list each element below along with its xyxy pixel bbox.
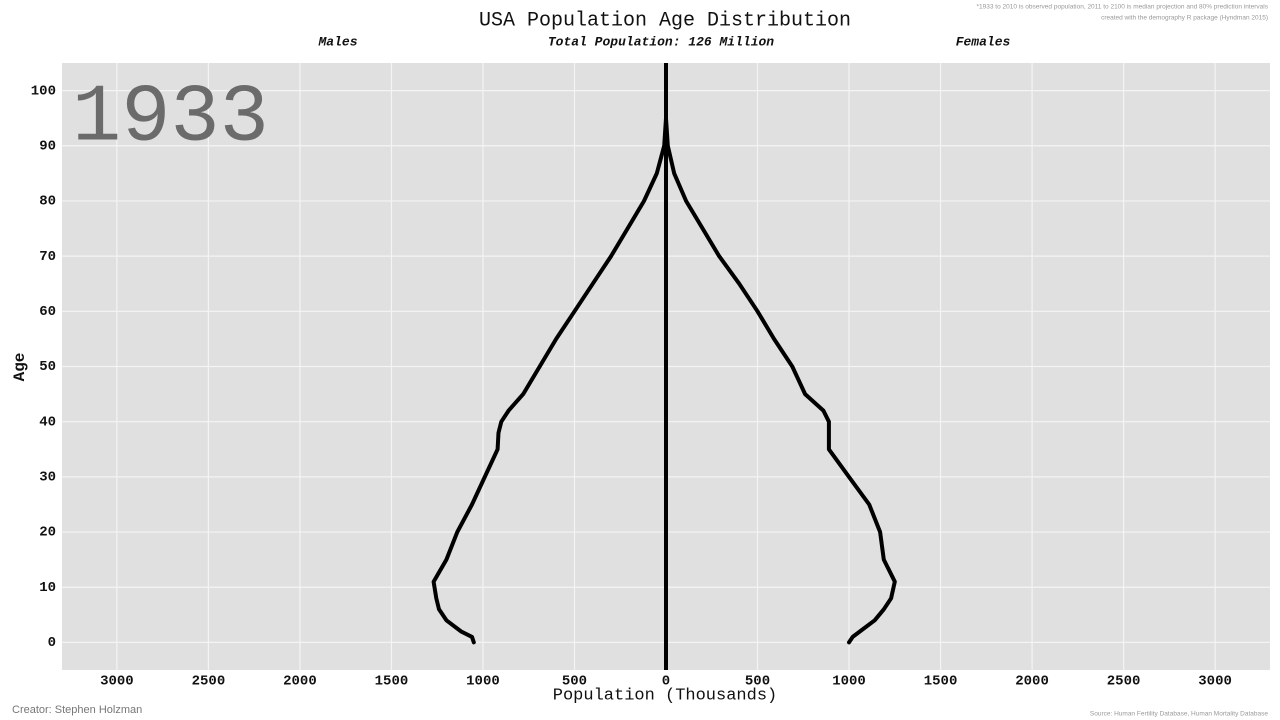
x-tick-label: 0 [662, 674, 670, 690]
x-tick-label: 2000 [283, 674, 317, 690]
y-tick-label: 90 [39, 138, 56, 154]
y-tick-label: 80 [39, 194, 56, 210]
x-tick-label: 2500 [192, 674, 226, 690]
y-tick-label: 0 [48, 635, 56, 651]
x-tick-label: 3000 [1198, 674, 1232, 690]
note: created with the demography R package (H… [1101, 15, 1268, 22]
subtitle: Total Population: 126 Million [548, 34, 774, 49]
y-tick-label: 20 [39, 525, 56, 541]
y-tick-label: 60 [39, 304, 56, 320]
x-tick-label: 2500 [1107, 674, 1141, 690]
x-axis-label: Population (Thousands) [553, 686, 777, 705]
y-tick-label: 10 [39, 580, 56, 596]
creator: Creator: Stephen Holzman [12, 704, 142, 716]
chart-title: USA Population Age Distribution [479, 9, 851, 32]
x-tick-label: 1500 [924, 674, 958, 690]
y-axis-label: Age [11, 353, 29, 382]
x-tick-label: 1500 [375, 674, 409, 690]
y-tick-label: 30 [39, 470, 56, 486]
source: Source: Human Fertility Database, Human … [1090, 711, 1268, 718]
x-tick-label: 2000 [1015, 674, 1049, 690]
year-label: 1933 [72, 72, 269, 165]
y-tick-label: 50 [39, 359, 56, 375]
population-line [664, 88, 897, 645]
y-tick-label: 40 [39, 414, 56, 430]
left-label: Males [317, 34, 357, 49]
note: *1933 to 2010 is observed population, 20… [977, 4, 1269, 11]
x-tick-label: 500 [745, 674, 770, 690]
population-line [431, 88, 668, 645]
x-tick-label: 500 [562, 674, 587, 690]
right-label: Females [956, 34, 1011, 49]
x-tick-label: 1000 [832, 674, 866, 690]
x-tick-label: 3000 [100, 674, 134, 690]
x-tick-label: 1000 [466, 674, 500, 690]
y-tick-label: 100 [31, 83, 56, 99]
y-tick-label: 70 [39, 249, 56, 265]
